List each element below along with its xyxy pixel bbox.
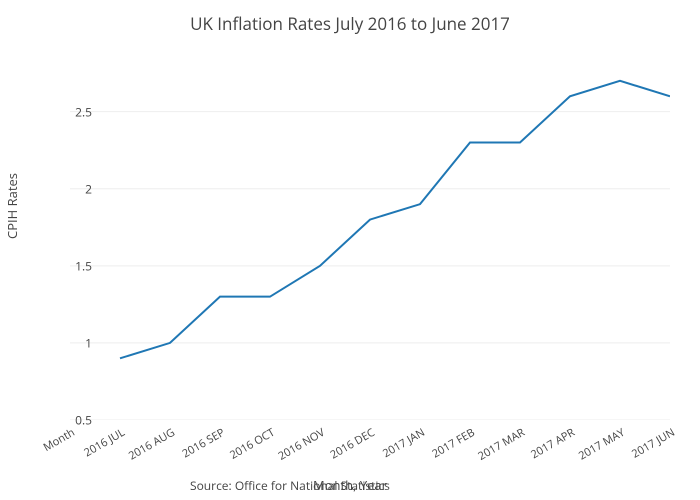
y-tick-label: 1.5 [52, 257, 92, 274]
x-axis-label: Month, Year [0, 476, 700, 494]
data-line [120, 81, 670, 359]
y-tick-label: 1 [52, 334, 92, 351]
y-axis-label: CPIH Rates [3, 173, 21, 239]
y-tick-label: 2.5 [52, 103, 92, 120]
chart-container: UK Inflation Rates July 2016 to June 201… [0, 0, 700, 500]
y-tick-label: 2 [52, 180, 92, 197]
chart-title: UK Inflation Rates July 2016 to June 201… [0, 0, 700, 35]
chart-svg [70, 50, 670, 420]
y-tick-label: 0.5 [52, 412, 92, 429]
